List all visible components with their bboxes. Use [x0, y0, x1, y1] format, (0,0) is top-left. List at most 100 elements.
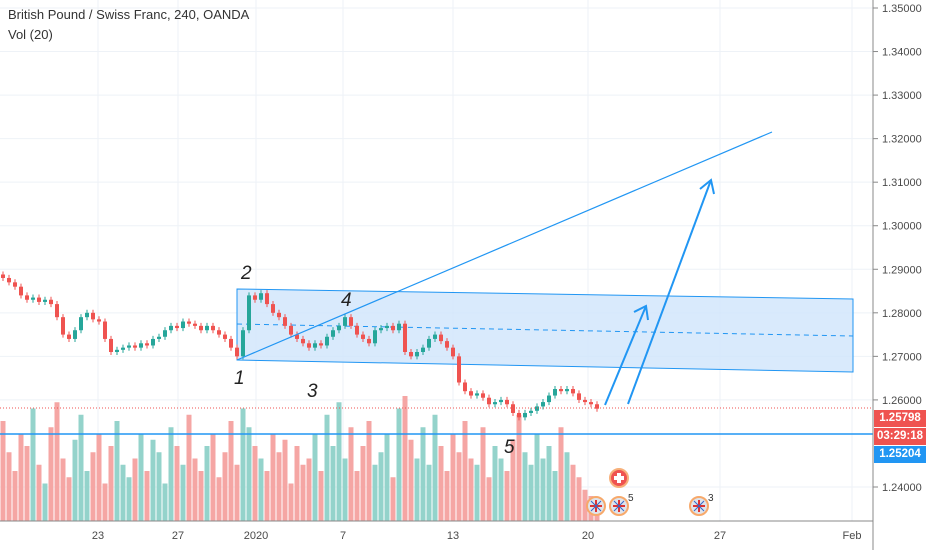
candle-body	[265, 293, 269, 305]
time-tick-label: 27	[714, 530, 726, 542]
candle-body	[301, 338, 305, 344]
wave-label-3: 3	[307, 381, 318, 402]
trend-line[interactable]	[236, 131, 773, 361]
volume-bar	[294, 446, 300, 521]
candle	[553, 385, 557, 399]
candle	[571, 385, 575, 397]
volume-bar	[270, 433, 276, 521]
arrow-projection-1[interactable]	[604, 304, 649, 406]
volume-bar	[396, 408, 402, 521]
candle	[109, 335, 113, 356]
candle-body	[43, 299, 47, 302]
volume-bar	[348, 427, 354, 521]
candle	[307, 340, 311, 351]
candle	[415, 348, 419, 360]
candle	[325, 333, 329, 349]
candle	[103, 318, 107, 342]
volume-bar	[282, 439, 288, 521]
volume-bar	[486, 477, 492, 521]
time-axis[interactable]: 23 27 2020 7 13 20 27 Feb	[92, 530, 862, 542]
event-swiss-flag-icon[interactable]	[609, 468, 629, 488]
candle-body	[427, 338, 431, 348]
candle-body	[7, 277, 11, 283]
candle	[463, 379, 467, 395]
candle	[115, 346, 119, 356]
price-tick-label: 1.34000	[882, 47, 922, 59]
candle-body	[139, 343, 143, 348]
candle-body	[37, 297, 41, 302]
candle	[433, 331, 437, 342]
volume-bar	[18, 433, 24, 521]
candle-body	[127, 345, 131, 348]
volume-bar	[180, 464, 186, 521]
candle	[367, 335, 371, 347]
price-tick-label: 1.31000	[882, 177, 922, 189]
candle	[397, 320, 401, 334]
candle	[211, 322, 215, 334]
volume-bar	[198, 471, 204, 521]
candle-body	[55, 304, 59, 318]
price-tick-label: 1.26000	[882, 395, 922, 407]
candle	[175, 322, 179, 332]
time-tick-label: Feb	[843, 530, 862, 542]
candle	[91, 309, 95, 323]
candle	[229, 335, 233, 351]
candle	[559, 385, 563, 395]
candle	[535, 403, 539, 414]
candle-body	[433, 334, 437, 339]
candle-body	[271, 304, 275, 313]
volume-bar	[186, 414, 192, 521]
candle	[499, 396, 503, 406]
volume-bar	[570, 464, 576, 521]
volume-bar	[498, 458, 504, 521]
volume-bar	[468, 458, 474, 521]
volume-bar	[156, 452, 162, 521]
price-axis[interactable]: 1.35000 1.34000 1.33000 1.32000 1.31000 1.300…	[873, 3, 922, 494]
volume-bar	[510, 439, 516, 521]
candle	[451, 344, 455, 360]
candle-body	[307, 343, 311, 348]
candle-body	[421, 347, 425, 353]
volume-bar	[342, 458, 348, 521]
candle-body	[181, 321, 185, 329]
event-uk-flag-icon[interactable]	[586, 496, 606, 516]
candle	[547, 392, 551, 406]
candle-body	[451, 347, 455, 357]
event-uk-flag-icon[interactable]: 5	[609, 493, 634, 516]
arrow-projection-2[interactable]	[627, 178, 715, 405]
candle	[157, 333, 161, 342]
candle-body	[403, 323, 407, 353]
price-tick-label: 1.29000	[882, 264, 922, 276]
candle	[151, 335, 155, 349]
volume-indicator-label[interactable]: Vol (20)	[8, 27, 53, 42]
candle-body	[277, 312, 281, 318]
candle	[355, 322, 359, 338]
candle-body	[187, 321, 191, 324]
volume-bar	[312, 433, 318, 521]
candle	[373, 327, 377, 347]
volume-bar	[216, 477, 222, 521]
volume-bar	[438, 446, 444, 521]
candle-body	[505, 399, 509, 405]
volume-bar	[96, 433, 102, 521]
volume-bar	[210, 433, 216, 521]
volume-bar	[372, 464, 378, 521]
candle-body	[577, 393, 581, 400]
candle-body	[415, 352, 419, 357]
wave-label-1: 1	[234, 368, 245, 389]
candle	[193, 320, 197, 329]
event-uk-flag-icon[interactable]: 3	[689, 493, 714, 516]
price-tick-label: 1.27000	[882, 351, 922, 363]
price-tick-label: 1.35000	[882, 3, 922, 15]
candle	[25, 292, 29, 303]
candle	[259, 290, 263, 303]
candle	[67, 331, 71, 342]
candle	[61, 314, 65, 338]
volume-bar	[474, 464, 480, 521]
candle-body	[259, 293, 263, 300]
volume-bar	[72, 439, 78, 521]
candle-body	[295, 334, 299, 339]
candle-body	[121, 347, 125, 350]
